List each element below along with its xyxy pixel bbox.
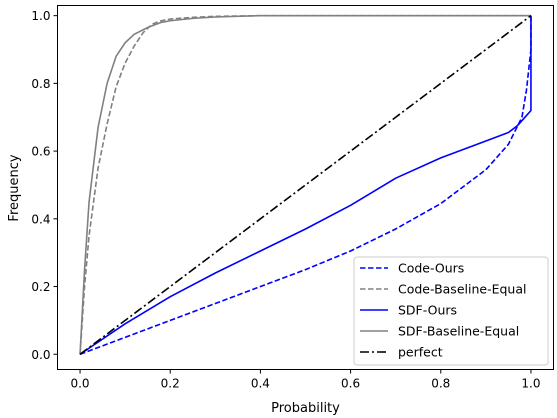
y-tick-label: 0.2	[31, 280, 50, 294]
y-tick-label: 1.0	[31, 9, 50, 23]
legend-label: Code-Baseline-Equal	[398, 282, 526, 297]
legend-label: SDF-Ours	[398, 303, 457, 318]
legend-label: SDF-Baseline-Equal	[398, 324, 519, 339]
series-line-perfect	[79, 15, 532, 355]
series-line-sdf-baseline-equal	[79, 14, 531, 355]
x-tick-label: 0.4	[251, 377, 270, 391]
y-tick-label: 0.4	[31, 212, 50, 226]
y-axis-label: Frequency	[7, 154, 22, 221]
x-tick-label: 0.0	[70, 377, 89, 391]
y-tick-label: 0.0	[31, 348, 50, 362]
legend: Code-Ours Code-Baseline-Equal SDF-Ours SDF-…	[353, 256, 549, 366]
legend-frame	[353, 256, 549, 366]
series-line-sdf-ours	[79, 15, 532, 355]
y-tick-label: 0.6	[31, 145, 50, 159]
legend-label: Code-Ours	[398, 261, 464, 276]
series-layer	[79, 14, 532, 356]
legend-label: perfect	[398, 345, 443, 360]
y-axis-ticks: 0.0 0.2 0.4 0.6 0.8 1.0	[31, 9, 58, 362]
x-axis-label: Probability	[271, 401, 340, 416]
y-tick-label: 0.8	[31, 77, 50, 91]
x-tick-label: 0.2	[161, 377, 180, 391]
x-tick-label: 0.8	[431, 377, 450, 391]
series-line-code-ours	[79, 15, 532, 356]
x-axis-ticks: 0.0 0.2 0.4 0.6 0.8 1.0	[70, 369, 541, 391]
plot-area-frame	[57, 5, 554, 370]
x-tick-label: 1.0	[521, 377, 540, 391]
legend-items: Code-Ours Code-Baseline-Equal SDF-Ours SDF-…	[360, 261, 526, 360]
x-tick-label: 0.6	[341, 377, 360, 391]
series-line-code-baseline-equal	[79, 14, 531, 355]
